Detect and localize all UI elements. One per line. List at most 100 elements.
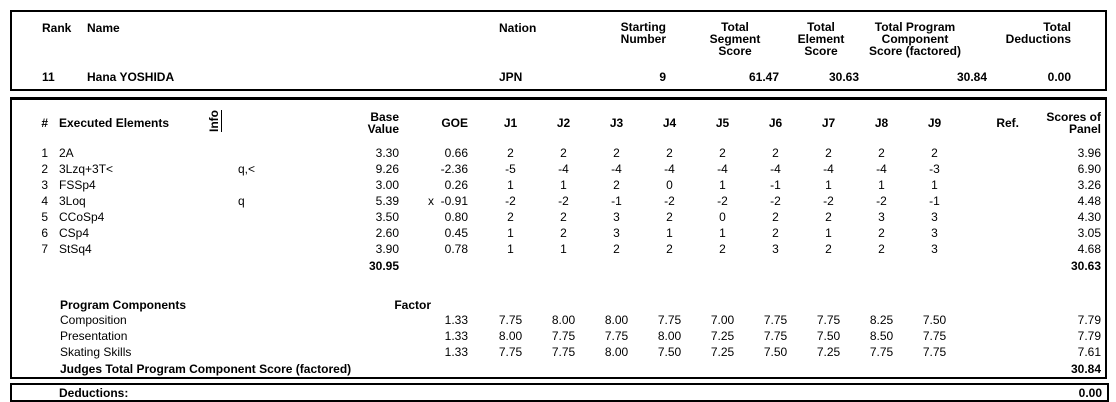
element-number: 2: [41, 162, 48, 176]
element-info: [201, 225, 279, 241]
element-name: 3Lzq+3T<: [59, 162, 114, 176]
judge-score-cell: 7.75: [816, 313, 841, 327]
element-credit-marker: x: [428, 194, 434, 208]
element-ref: [961, 209, 1019, 225]
element-row: 3 FSSp4 3.00 0.26 1 1 2 0 1 -1 1 1 1 3.2…: [11, 177, 1106, 193]
element-base-value: 3.90: [375, 242, 399, 256]
element-row: 7 StSq4 3.90 0.78 1 1 2 2 2 3 2 2 3 4.68: [11, 241, 1106, 257]
judge-score-cell: -2: [823, 194, 834, 208]
element-panel-score: 4.48: [1077, 194, 1101, 208]
judges-total-row: Judges Total Program Component Score (fa…: [11, 360, 1106, 378]
nation-value: JPN: [499, 70, 523, 84]
judge-score-cell: -2: [717, 194, 728, 208]
element-base-value: 5.39: [375, 194, 399, 208]
component-row: Presentation 1.33 8.00 7.75 7.75 8.00 7.…: [11, 328, 1106, 344]
element-name: 2A: [59, 146, 74, 160]
judge-score-cell: 3: [613, 210, 620, 224]
judge-score-cell: 1: [719, 226, 726, 240]
starting-number-value: 9: [659, 70, 666, 84]
total-deductions-value: 0.00: [1047, 70, 1071, 84]
judge-score-cell: 2: [931, 146, 938, 160]
ref-header: Ref.: [996, 115, 1019, 130]
goe-header: GOE: [441, 115, 468, 130]
element-info: [201, 145, 279, 161]
judge-score-cell: 7.50: [763, 345, 788, 359]
element-number: 4: [41, 194, 48, 208]
judge-score-cell: 2: [772, 210, 779, 224]
judge-score-cell: 2: [878, 242, 885, 256]
element-panel-score: 3.26: [1077, 178, 1101, 192]
judge-score-cell: 8.00: [657, 329, 682, 343]
judge-score-cell: -2: [558, 194, 569, 208]
judge-score-cell: 7.50: [657, 345, 682, 359]
element-number: 6: [41, 226, 48, 240]
judge-score-cell: 2: [560, 210, 567, 224]
judge-score-cell: 7.75: [657, 313, 682, 327]
element-number: 1: [41, 146, 48, 160]
judge-score-cell: 7.75: [922, 329, 947, 343]
judge-score-cell: 7.00: [710, 313, 735, 327]
judge-score-cell: -1: [929, 194, 940, 208]
judge-score-cell: 3: [878, 210, 885, 224]
component-factor: 1.33: [444, 313, 468, 327]
elements-total-row: 30.95 30.63: [11, 257, 1106, 274]
component-name: Composition: [60, 313, 127, 327]
judge-score-cell: 7.50: [816, 329, 841, 343]
judge-score-cell: 7.75: [922, 345, 947, 359]
judge-score-cell: -2: [770, 194, 781, 208]
credit-marker-header: [401, 99, 436, 146]
judge-score-cell: 2: [560, 146, 567, 160]
judge-7-header: J7: [821, 115, 836, 130]
judge-score-cell: 7.75: [869, 345, 894, 359]
element-panel-score: 6.90: [1077, 162, 1101, 176]
total-element-score-header: Total Element Score: [797, 20, 845, 58]
competitor-header-row: Rank Name Nation Starting Number Total S…: [11, 11, 1106, 65]
component-factor: 1.33: [444, 329, 468, 343]
judge-score-cell: -4: [876, 162, 887, 176]
factor-header: Factor: [394, 298, 431, 312]
judge-score-cell: 7.75: [763, 329, 788, 343]
element-row: 1 2A 3.30 0.66 2 2 2 2 2 2 2 2 2 3.96: [11, 145, 1106, 161]
element-name: CSp4: [59, 226, 90, 240]
judge-score-cell: 1: [560, 242, 567, 256]
component-name: Skating Skills: [60, 345, 132, 359]
element-number: 7: [41, 242, 48, 256]
judge-score-cell: 1: [931, 178, 938, 192]
judge-score-cell: 3: [931, 242, 938, 256]
element-row: 5 CCoSp4 3.50 0.80 2 2 3 2 0 2 2 3 3 4.3…: [11, 209, 1106, 225]
executed-elements-header: Executed Elements: [59, 115, 170, 130]
element-panel-score: 3.96: [1077, 146, 1101, 160]
judge-score-cell: 2: [772, 226, 779, 240]
judge-score-cell: -4: [558, 162, 569, 176]
judge-score-cell: 1: [507, 226, 514, 240]
judge-score-cell: 7.25: [816, 345, 841, 359]
judge-score-cell: -4: [664, 162, 675, 176]
judge-score-cell: 2: [507, 210, 514, 224]
scores-of-panel-header: Scores of Panel: [1046, 109, 1101, 136]
number-sign-header: #: [41, 115, 48, 130]
element-credit-marker: [401, 177, 436, 193]
judge-score-cell: -4: [770, 162, 781, 176]
judge-score-cell: 7.25: [710, 345, 735, 359]
base-value-header: Base Value: [367, 109, 399, 136]
judge-score-cell: 0: [666, 178, 673, 192]
judge-score-cell: 2: [719, 242, 726, 256]
deductions-label: Deductions:: [59, 385, 129, 400]
element-info: [201, 241, 279, 257]
element-row: 4 3Loq q 5.39 x -0.91 -2 -2 -1 -2 -2 -2 …: [11, 193, 1106, 209]
deductions-value: 0.00: [1078, 385, 1102, 400]
judge-score-cell: -2: [505, 194, 516, 208]
judge-score-cell: 7.50: [922, 313, 947, 327]
element-base-value: 9.26: [375, 162, 399, 176]
judge-score-cell: 8.00: [604, 345, 629, 359]
element-ref: [961, 161, 1019, 177]
component-row: Composition 1.33 7.75 8.00 8.00 7.75 7.0…: [11, 312, 1106, 328]
judge-score-cell: 1: [878, 178, 885, 192]
judge-9-header: J9: [927, 115, 942, 130]
element-credit-marker: [401, 209, 436, 225]
element-credit-marker: [401, 241, 436, 257]
judge-score-cell: 7.75: [498, 313, 523, 327]
element-goe: 0.78: [444, 242, 468, 256]
judge-4-header: J4: [662, 115, 677, 130]
elements-and-components-table: # Executed Elements Info Base Value GOE …: [10, 97, 1107, 379]
